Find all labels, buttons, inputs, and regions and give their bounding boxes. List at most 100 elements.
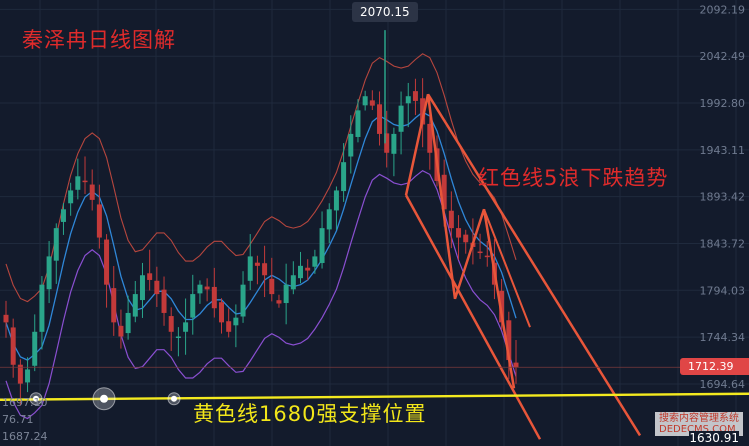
candle-body: [326, 209, 332, 230]
candles: [3, 30, 519, 406]
candle-body: [190, 294, 196, 318]
candle: [183, 298, 189, 355]
candle-body: [398, 105, 404, 132]
candle-body: [39, 284, 45, 332]
candle-body: [218, 302, 224, 323]
candle-body: [290, 275, 296, 290]
support-annotation: 黄色线1680强支撑位置: [193, 402, 427, 426]
candle: [190, 274, 196, 335]
candle-body: [3, 314, 9, 323]
candle-body: [448, 210, 454, 229]
candle: [456, 215, 462, 260]
candle: [369, 90, 375, 111]
candle-body: [226, 321, 232, 332]
candle-body: [506, 320, 512, 361]
candle: [484, 240, 490, 267]
candle: [211, 267, 217, 318]
candle: [405, 82, 411, 128]
candle: [82, 156, 88, 195]
candle-body: [96, 204, 102, 238]
candle: [305, 259, 311, 281]
candle-body: [53, 228, 59, 261]
upper-band-line: [5, 53, 517, 303]
candle: [39, 276, 45, 350]
candle-body: [362, 96, 368, 106]
candle: [154, 266, 160, 307]
candle: [10, 318, 16, 378]
support-line-group: [0, 392, 749, 401]
candle-body: [477, 251, 483, 254]
candle: [412, 78, 418, 116]
candle-body: [384, 133, 390, 153]
candle-body: [161, 289, 167, 313]
candle: [204, 278, 210, 302]
candle-body: [254, 262, 260, 266]
candle: [89, 169, 95, 211]
candle-body: [82, 180, 88, 183]
candle-body: [333, 190, 339, 211]
candle: [448, 191, 454, 249]
candle-body: [405, 96, 411, 104]
y-tick-label: 1943.11: [700, 144, 746, 157]
candle: [104, 234, 110, 308]
candle-body: [60, 209, 66, 222]
candle-body: [341, 162, 347, 192]
candle-body: [233, 317, 239, 326]
lower-left-label: 1687.24: [2, 430, 48, 443]
candle: [125, 295, 131, 340]
support-handle-left-dot: [33, 395, 39, 402]
lower-left-label: 76.71: [2, 413, 34, 426]
candle-body: [283, 284, 289, 304]
candle-body: [75, 176, 81, 190]
candle-body: [46, 256, 52, 290]
candle: [326, 203, 332, 244]
drawing-handles[interactable]: [29, 387, 181, 411]
y-tick-label: 1694.64: [700, 378, 746, 391]
lower-left-label: 1697.10: [2, 396, 48, 409]
candle-body: [68, 190, 74, 204]
candle: [60, 203, 66, 235]
lower-band-line: [5, 169, 517, 420]
support-handle-mid-dot: [100, 394, 108, 403]
inner-channel-line: [483, 208, 531, 328]
candle: [226, 308, 232, 338]
candle: [269, 257, 275, 302]
candle-body: [305, 267, 311, 271]
candle-body: [183, 322, 189, 332]
candle-body: [32, 331, 38, 366]
candle: [463, 229, 469, 254]
peak-value-badge: 2070.15: [352, 2, 418, 22]
candle: [290, 261, 296, 295]
candle: [348, 115, 354, 174]
candle-body: [17, 364, 23, 384]
y-tick-label: 1992.80: [700, 97, 746, 110]
candle: [333, 186, 339, 230]
candle-body: [319, 228, 325, 263]
y-tick-label: 2092.19: [700, 3, 746, 16]
support-handle-right-dot: [171, 395, 177, 402]
candle: [355, 99, 361, 143]
candle-body: [147, 273, 153, 280]
candle: [391, 127, 397, 177]
candle-body: [441, 174, 447, 210]
candle: [46, 241, 52, 304]
candle: [147, 249, 153, 291]
support-line: [0, 392, 749, 401]
candle: [247, 234, 253, 291]
wave-annotation: 红色线5浪下跌趋势: [478, 166, 669, 190]
candle-body: [420, 98, 426, 125]
candle-body: [463, 234, 469, 243]
candle-body: [111, 288, 117, 323]
candle-body: [247, 256, 253, 281]
candle: [506, 311, 512, 380]
lower-band: [5, 169, 517, 420]
candle: [513, 340, 519, 384]
lower-channel-line: [404, 194, 542, 440]
candle-body: [118, 325, 124, 337]
candle: [362, 90, 368, 111]
candle-body: [276, 300, 282, 304]
trend-lines: [404, 93, 642, 440]
